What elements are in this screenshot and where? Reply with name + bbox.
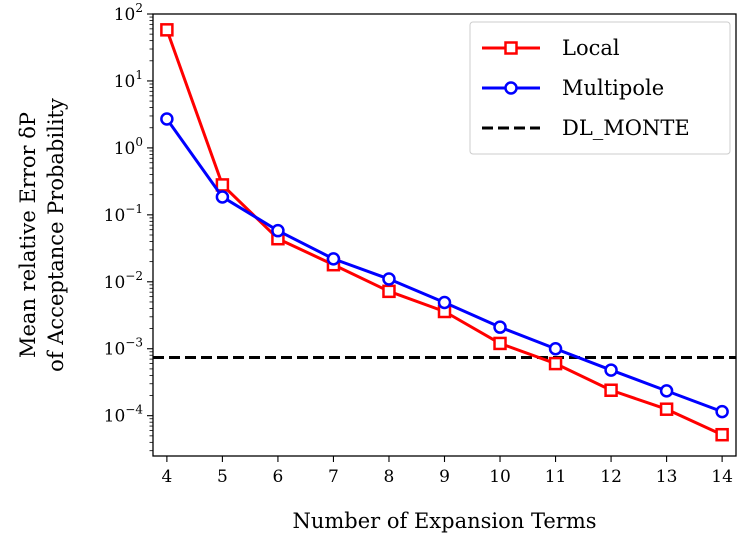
legend: Local Multipole DL_MONTE xyxy=(469,21,731,155)
x-tick-label-14: 14 xyxy=(711,467,733,487)
data-point-local xyxy=(215,178,230,192)
x-tick-label-11: 11 xyxy=(545,467,567,487)
x-tick-label-13: 13 xyxy=(656,467,678,487)
x-tick-label-8: 8 xyxy=(384,467,395,487)
legend-label-dl-monte: DL_MONTE xyxy=(562,116,690,140)
x-tick-label-10: 10 xyxy=(489,467,511,487)
data-point-local xyxy=(548,356,563,371)
y-tick-label: 10−2 xyxy=(104,269,143,293)
y-tick-label: 101 xyxy=(114,68,143,92)
x-tick-label-7: 7 xyxy=(328,467,339,487)
x-tick-label-12: 12 xyxy=(600,467,622,487)
legend-label-local: Local xyxy=(562,36,620,60)
y-tick-label: 10−4 xyxy=(104,403,144,427)
data-point-multipole xyxy=(437,295,452,310)
y-axis-label-line2: of Acceptance Probability xyxy=(44,98,68,372)
series-group xyxy=(160,23,729,442)
data-point-multipole xyxy=(326,252,341,266)
legend-marker-multipole xyxy=(504,81,518,95)
x-axis-label: Number of Expansion Terms xyxy=(292,509,596,533)
x-tick-label-6: 6 xyxy=(273,467,284,487)
tick-labels: 4 5 6 7 8 9 10 11 12 13 14 10−4 10−3 10−2 10−1 100 101 10… xyxy=(104,1,733,487)
y-tick-label: 10−3 xyxy=(104,336,143,360)
data-point-multipole xyxy=(215,190,230,204)
data-point-multipole xyxy=(493,320,507,334)
data-point-multipole xyxy=(382,272,396,286)
plot-area xyxy=(152,13,737,457)
series-line-multipole xyxy=(165,118,723,414)
data-point-local xyxy=(659,402,674,416)
y-tick-label: 10−1 xyxy=(104,202,143,226)
legend-label-multipole: Multipole xyxy=(562,76,664,100)
legend-box xyxy=(469,21,731,155)
y-tick-label: 100 xyxy=(114,135,143,159)
data-point-multipole xyxy=(271,223,285,238)
x-tick-label-4: 4 xyxy=(161,467,172,487)
data-point-multipole xyxy=(604,363,618,377)
legend-marker-local xyxy=(504,41,518,55)
data-point-multipole xyxy=(659,384,674,398)
data-point-local xyxy=(493,336,507,351)
y-axis-label-line1: Mean relative Error δP xyxy=(16,112,40,358)
y-tick-label: 102 xyxy=(114,1,143,25)
data-point-multipole xyxy=(160,112,174,126)
x-tick-label-9: 9 xyxy=(439,467,450,487)
x-tick-label-5: 5 xyxy=(217,467,228,487)
data-point-local xyxy=(382,284,396,299)
data-point-local xyxy=(160,23,174,37)
data-point-local xyxy=(715,427,729,442)
data-point-multipole xyxy=(548,341,563,356)
data-point-local xyxy=(604,383,618,397)
data-point-multipole xyxy=(715,404,729,419)
